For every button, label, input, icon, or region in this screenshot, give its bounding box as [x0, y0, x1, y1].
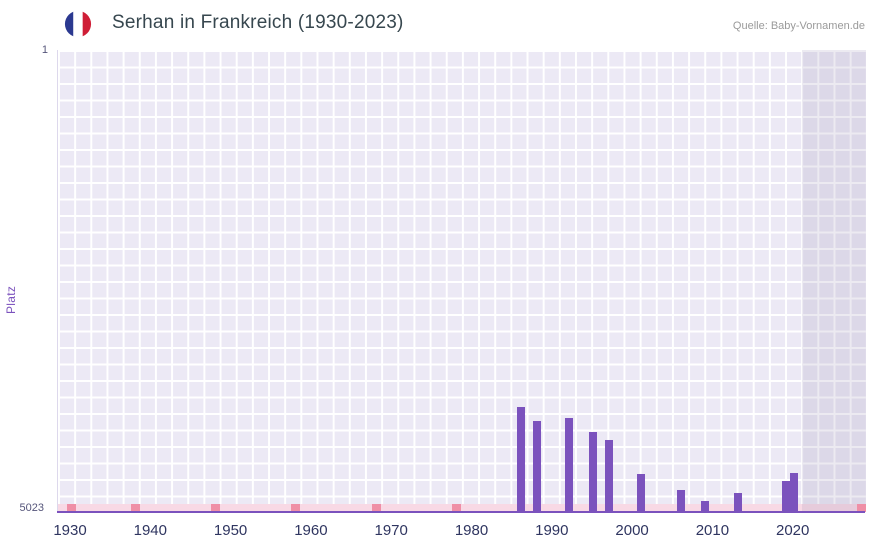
band-marker: [130, 504, 140, 512]
recent-overlay: [801, 50, 866, 512]
x-axis-ticks: 1930 1940 1950 1960 1970 1980 1990 2000 2010 2020: [0, 522, 873, 544]
band-marker: [211, 504, 220, 512]
france-flag-icon: [64, 10, 92, 38]
y-axis-bottom-label: 5023: [19, 502, 44, 514]
rank-bar[interactable]: [733, 493, 742, 512]
x-tick-label: 2000: [615, 522, 649, 539]
x-tick-label: 1980: [454, 522, 489, 539]
rank-bar[interactable]: [677, 490, 686, 512]
x-tick-label: 1930: [53, 522, 87, 539]
band-marker: [371, 504, 381, 512]
band-marker: [291, 504, 301, 512]
x-tick-label: 2020: [776, 522, 810, 539]
band-marker: [451, 504, 461, 512]
x-tick-label: 1960: [294, 522, 328, 539]
x-tick-label: 1970: [374, 522, 408, 539]
baseline-band: [58, 504, 866, 512]
rank-bar[interactable]: [532, 421, 541, 512]
rank-bar[interactable]: [516, 407, 525, 512]
x-tick-label: 2010: [695, 522, 730, 539]
y-axis-title: Platz: [4, 285, 18, 314]
rank-bar[interactable]: [564, 418, 573, 512]
rank-bar[interactable]: [588, 432, 597, 512]
rank-bar[interactable]: [781, 481, 790, 512]
chart-title: Serhan in Frankreich (1930-2023): [112, 12, 404, 33]
source-credit: Quelle: Baby-Vornamen.de: [732, 20, 865, 32]
band-marker: [857, 504, 866, 512]
rank-bar[interactable]: [789, 473, 798, 512]
rank-bar[interactable]: [701, 501, 710, 512]
rank-bar[interactable]: [605, 440, 613, 512]
band-marker: [66, 504, 76, 512]
plot-area: [57, 50, 866, 512]
x-tick-label: 1940: [133, 522, 167, 539]
x-axis-line: [57, 511, 865, 513]
y-axis-top-label: 1: [41, 44, 48, 56]
chart-header: Serhan in Frankreich (1930-2023) Quelle:…: [64, 8, 865, 44]
rank-bar[interactable]: [637, 474, 646, 512]
x-tick-label: 1950: [213, 522, 248, 539]
x-tick-label: 1990: [535, 522, 569, 539]
